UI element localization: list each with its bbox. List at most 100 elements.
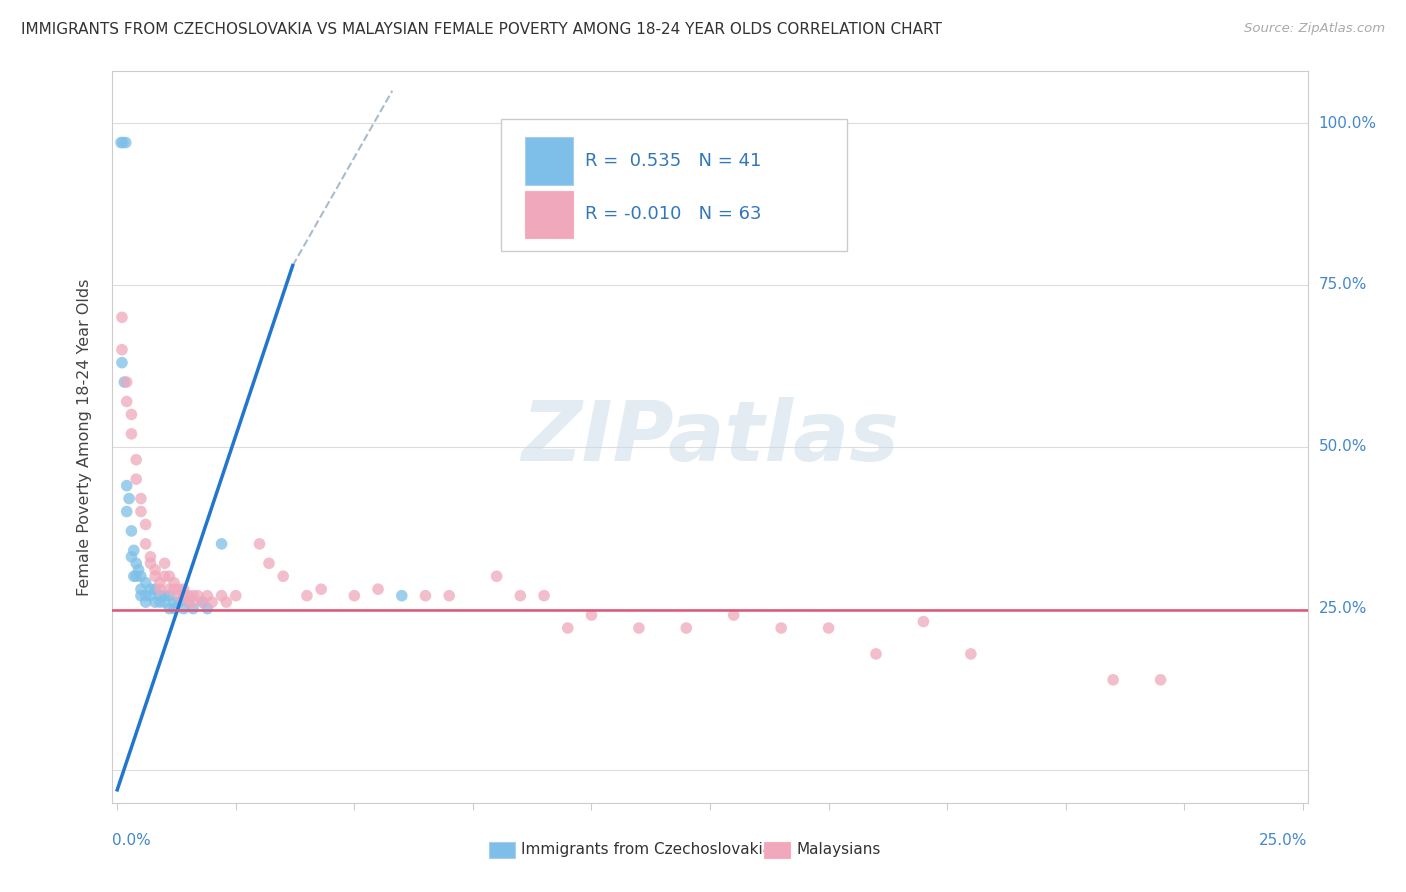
Point <box>115 394 138 409</box>
Point <box>415 589 437 603</box>
Point <box>181 595 204 609</box>
Point <box>581 608 603 623</box>
Point <box>865 647 887 661</box>
FancyBboxPatch shape <box>763 841 790 858</box>
Point <box>157 601 180 615</box>
Point <box>163 601 186 615</box>
Point <box>135 589 157 603</box>
Point <box>211 589 233 603</box>
Point <box>485 569 508 583</box>
Y-axis label: Female Poverty Among 18-24 Year Olds: Female Poverty Among 18-24 Year Olds <box>77 278 91 596</box>
Point <box>153 569 176 583</box>
Point <box>912 615 935 629</box>
Point <box>173 601 195 615</box>
Text: Immigrants from Czechoslovakia: Immigrants from Czechoslovakia <box>522 842 772 857</box>
Point <box>115 504 138 518</box>
FancyBboxPatch shape <box>524 191 572 238</box>
Point <box>960 647 983 661</box>
Point <box>1102 673 1125 687</box>
Point <box>139 582 162 597</box>
Point <box>153 557 176 571</box>
Point <box>770 621 793 635</box>
Point <box>115 375 138 389</box>
Text: R =  0.535   N = 41: R = 0.535 N = 41 <box>585 152 761 169</box>
Point <box>112 375 135 389</box>
Point <box>163 595 186 609</box>
Point <box>149 582 172 597</box>
Point <box>271 569 294 583</box>
Point <box>111 310 134 325</box>
Point <box>181 601 204 615</box>
Text: Source: ZipAtlas.com: Source: ZipAtlas.com <box>1244 22 1385 36</box>
Point <box>177 595 200 609</box>
Point <box>111 356 134 370</box>
Point <box>143 582 166 597</box>
Point <box>125 569 148 583</box>
Point <box>153 589 176 603</box>
Point <box>191 595 214 609</box>
Text: IMMIGRANTS FROM CZECHOSLOVAKIA VS MALAYSIAN FEMALE POVERTY AMONG 18-24 YEAR OLDS: IMMIGRANTS FROM CZECHOSLOVAKIA VS MALAYS… <box>21 22 942 37</box>
Point <box>149 595 172 609</box>
Point <box>257 557 280 571</box>
Point <box>129 491 152 506</box>
Point <box>157 582 180 597</box>
Text: Malaysians: Malaysians <box>796 842 880 857</box>
Point <box>533 589 555 603</box>
Point <box>143 595 166 609</box>
Point <box>129 589 152 603</box>
Point <box>367 582 389 597</box>
Point <box>817 621 839 635</box>
Point <box>135 575 157 590</box>
Point <box>723 608 745 623</box>
Text: 25.0%: 25.0% <box>1319 601 1367 616</box>
Point <box>167 582 190 597</box>
FancyBboxPatch shape <box>524 137 572 185</box>
Point <box>187 589 209 603</box>
Point <box>557 621 579 635</box>
Point <box>139 589 162 603</box>
Point <box>173 582 195 597</box>
Point <box>437 589 460 603</box>
Point <box>139 557 162 571</box>
Point <box>211 537 233 551</box>
Point <box>157 589 180 603</box>
Point <box>153 595 176 609</box>
Point <box>111 136 134 150</box>
Point <box>129 582 152 597</box>
Point <box>1149 673 1171 687</box>
Point <box>295 589 318 603</box>
Point <box>675 621 697 635</box>
Point <box>201 595 224 609</box>
Point <box>149 575 172 590</box>
Point <box>627 621 650 635</box>
Text: 75.0%: 75.0% <box>1319 277 1367 293</box>
Point <box>163 575 186 590</box>
Point <box>143 563 166 577</box>
Point <box>129 569 152 583</box>
Point <box>163 582 186 597</box>
Point <box>122 543 145 558</box>
Point <box>128 563 150 577</box>
Point <box>111 343 134 357</box>
Text: 50.0%: 50.0% <box>1319 439 1367 454</box>
Point <box>118 491 141 506</box>
Point <box>122 569 145 583</box>
Point <box>509 589 531 603</box>
Point <box>135 595 157 609</box>
FancyBboxPatch shape <box>501 119 848 251</box>
Point <box>114 136 136 150</box>
Point <box>120 408 142 422</box>
Point <box>157 569 180 583</box>
Text: ZIPatlas: ZIPatlas <box>522 397 898 477</box>
Point <box>249 537 271 551</box>
Text: 0.0%: 0.0% <box>112 833 152 848</box>
Point <box>110 136 132 150</box>
Point <box>215 595 238 609</box>
Point <box>143 569 166 583</box>
Point <box>115 478 138 492</box>
Point <box>195 601 218 615</box>
Point <box>195 589 218 603</box>
Point <box>309 582 332 597</box>
Point <box>167 589 190 603</box>
Point <box>177 595 200 609</box>
